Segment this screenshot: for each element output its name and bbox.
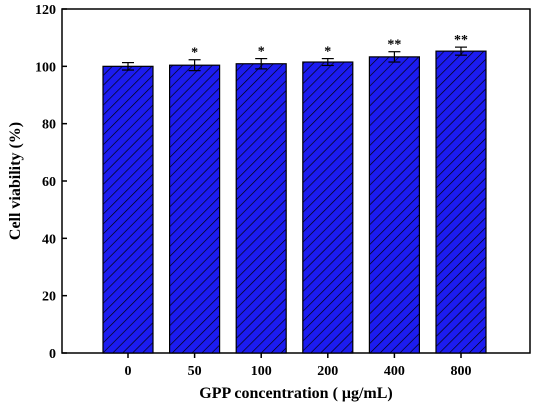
bar: [368, 56, 420, 354]
bar: [102, 65, 154, 354]
y-tick-label: 40: [42, 232, 56, 247]
significance-label: *: [258, 45, 265, 60]
y-tick-label: 0: [49, 347, 56, 362]
significance-label: *: [191, 46, 198, 61]
y-tick-label: 120: [35, 3, 56, 18]
bar: [302, 61, 354, 354]
x-tick-label: 50: [188, 364, 202, 379]
y-tick-label: 20: [42, 290, 56, 305]
x-axis-label: GPP concentration ( μg/mL): [199, 385, 392, 402]
significance-label: **: [454, 33, 468, 48]
y-tick-label: 80: [42, 118, 56, 133]
x-tick-label: 800: [451, 364, 472, 379]
x-tick-label: 0: [125, 364, 132, 379]
bar: [435, 50, 487, 354]
y-tick-label: 100: [35, 60, 56, 75]
x-tick-label: 400: [384, 364, 405, 379]
bar: [169, 64, 221, 354]
x-tick-label: 100: [251, 364, 272, 379]
bar: [235, 63, 287, 354]
significance-label: *: [324, 45, 331, 60]
x-tick-label: 200: [317, 364, 338, 379]
y-tick-label: 60: [42, 175, 56, 190]
y-axis-label: Cell viability (%): [7, 122, 24, 240]
significance-label: **: [387, 38, 401, 53]
